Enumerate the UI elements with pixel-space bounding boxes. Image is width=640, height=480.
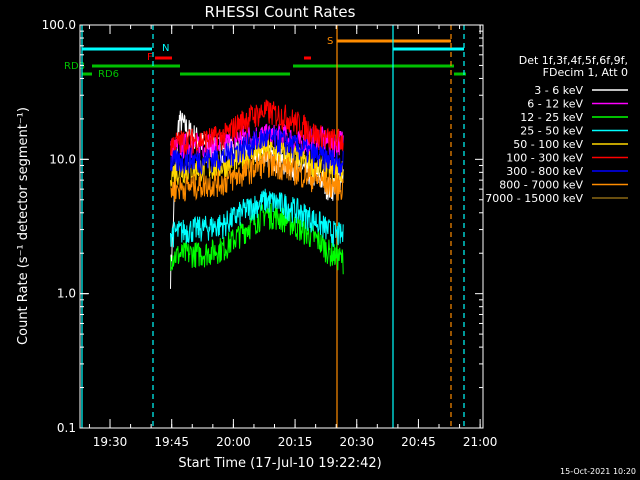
plot-frame: [79, 24, 484, 429]
y-axis-label: Count Rate (s⁻¹ detector segment⁻¹): [16, 107, 31, 345]
flag-label: RD8: [64, 61, 85, 72]
chart-title: RHESSI Count Rates: [205, 3, 356, 21]
flag-label: F: [147, 52, 153, 63]
series-line: [170, 127, 344, 177]
x-axis: 19:30 19:45 20:00 20:15 20:30 20:45 21:00: [88, 25, 498, 449]
flag-label: S: [327, 36, 333, 47]
x-axis-label: Start Time (17-Jul-10 19:22:42): [178, 456, 381, 471]
legend: Det 1f,3f,4f,5f,6f,9f,FDecim 1, Att 0 3 -…: [485, 54, 628, 205]
legend-label: 12 - 25 keV: [520, 111, 583, 124]
x-tick-label: 19:30: [93, 435, 128, 449]
x-tick-label: 19:45: [154, 435, 189, 449]
y-tick-label: 1.0: [57, 287, 76, 301]
legend-header: Det 1f,3f,4f,5f,6f,9f,: [519, 54, 628, 67]
series-line: [170, 150, 344, 202]
y-tick-label: 0.1: [57, 421, 76, 435]
legend-label: 800 - 7000 keV: [499, 179, 583, 192]
legend-label: 50 - 100 keV: [513, 138, 583, 151]
legend-label: 6 - 12 keV: [527, 98, 583, 111]
legend-label: 100 - 300 keV: [506, 152, 583, 165]
legend-label: 7000 - 15000 keV: [485, 192, 583, 205]
series-line: [170, 188, 344, 248]
series-line: [170, 203, 344, 275]
y-tick-label: 100.0: [42, 18, 76, 32]
y-tick-label: 10.0: [49, 152, 76, 166]
flag-label: RD6: [98, 69, 119, 80]
y-axis: 0.1 1.0 10.0 100.0: [42, 18, 483, 435]
x-tick-label: 20:15: [278, 435, 313, 449]
flag-bars: NF S RD8 RD6: [64, 36, 466, 80]
x-tick-label: 21:00: [463, 435, 498, 449]
flag-label: N: [162, 43, 169, 54]
footer-timestamp: 15-Oct-2021 10:20: [560, 467, 636, 476]
legend-header: FDecim 1, Att 0: [543, 66, 628, 79]
series-group: [170, 99, 344, 289]
legend-label: 3 - 6 keV: [534, 84, 583, 97]
legend-label: 300 - 800 keV: [506, 165, 583, 178]
x-tick-label: 20:00: [216, 435, 251, 449]
x-tick-label: 20:45: [401, 435, 436, 449]
series-line: [170, 99, 344, 156]
legend-label: 25 - 50 keV: [520, 125, 583, 138]
x-tick-label: 20:30: [339, 435, 374, 449]
